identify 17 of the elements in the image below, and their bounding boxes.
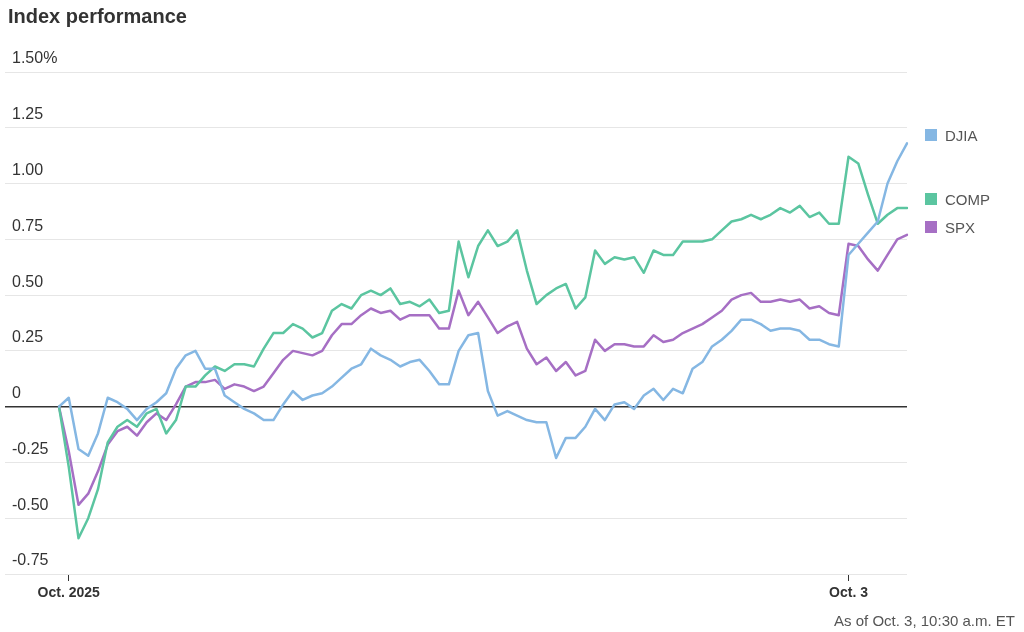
y-tick-label: 1.50% bbox=[12, 49, 58, 67]
y-tick-label: 0.75 bbox=[12, 216, 44, 234]
y-tick-label: 0.50 bbox=[12, 272, 44, 290]
y-tick-label: -0.50 bbox=[12, 495, 49, 513]
legend-label: DJIA bbox=[945, 126, 978, 144]
x-tick-label: Oct. 3 bbox=[829, 584, 869, 601]
y-tick-label: 0.25 bbox=[12, 328, 44, 346]
y-tick-label: 1.25 bbox=[12, 105, 44, 123]
x-tick-label: Oct. 2025 bbox=[37, 584, 101, 601]
legend-label: COMP bbox=[945, 190, 990, 208]
y-tick-label: -0.75 bbox=[12, 551, 49, 569]
text: As of Oct. 3, 10:30 a.m. ET bbox=[834, 612, 1015, 629]
legend-label: SPX bbox=[945, 218, 976, 236]
chart-title: Index performance bbox=[8, 5, 187, 28]
y-tick-label: 1.00 bbox=[12, 160, 44, 178]
y-tick-label: 0 bbox=[12, 384, 21, 402]
y-tick-label: -0.25 bbox=[12, 439, 49, 457]
